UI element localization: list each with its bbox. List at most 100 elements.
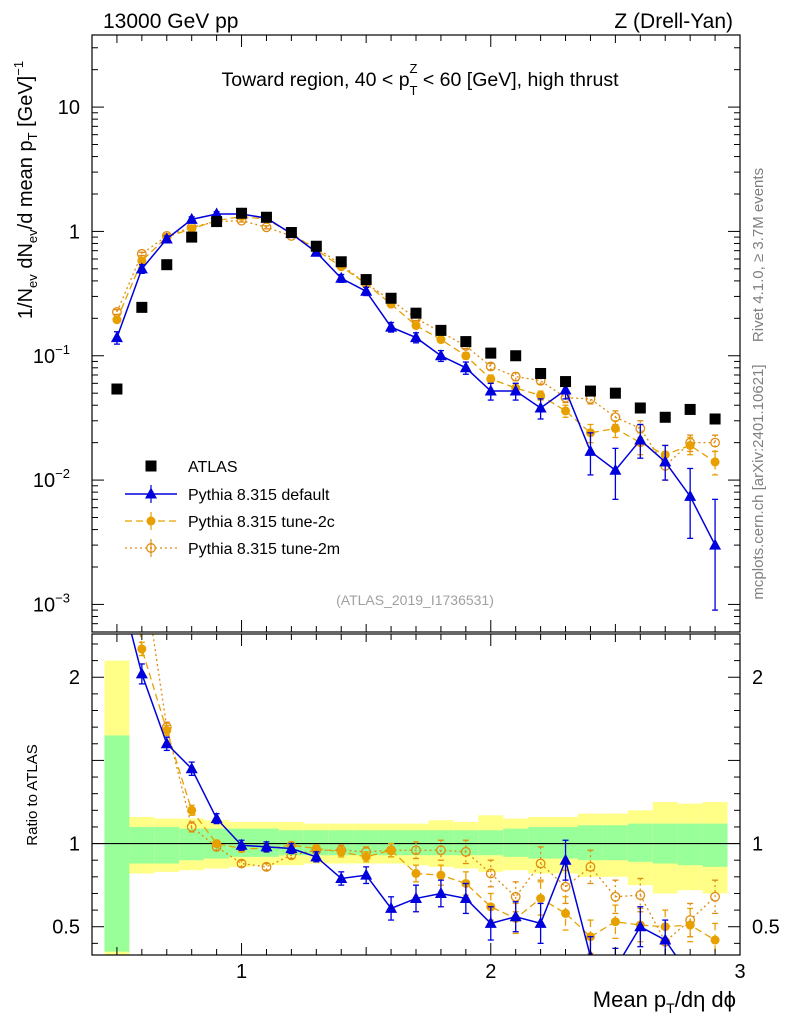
ratio-y-tick-label-right: 0.5 bbox=[752, 917, 780, 939]
ratio-uncertainty-bands bbox=[92, 660, 740, 955]
data-point bbox=[536, 390, 546, 400]
error-bar bbox=[263, 225, 270, 230]
main-y-tick-label: 10−3 bbox=[33, 590, 70, 616]
ratio-point bbox=[585, 861, 596, 872]
data-point bbox=[584, 385, 596, 397]
error-bar bbox=[612, 420, 619, 439]
data-point bbox=[509, 384, 522, 396]
ratio-point bbox=[509, 910, 522, 922]
main-y-tick-exponent: −1 bbox=[55, 342, 70, 357]
ratio-series-default bbox=[114, 564, 696, 981]
main-y-tick-exponent: −3 bbox=[55, 590, 70, 605]
data-point bbox=[335, 256, 347, 268]
error-bar bbox=[687, 436, 694, 456]
ratio-point bbox=[260, 840, 273, 852]
data-point bbox=[584, 444, 597, 456]
data-point bbox=[410, 331, 422, 343]
x-axis-label-part-b: /dη dϕ bbox=[675, 987, 736, 1012]
ratio-point bbox=[310, 850, 323, 862]
ratio-point bbox=[535, 858, 546, 869]
data-point bbox=[559, 383, 572, 395]
series-tune2m bbox=[111, 215, 721, 481]
ratio-point bbox=[138, 557, 147, 566]
legend-marker bbox=[145, 460, 157, 472]
ratio-point bbox=[484, 916, 497, 928]
band-green bbox=[154, 826, 180, 864]
data-point bbox=[185, 212, 198, 224]
legend-entry-default: Pythia 8.315 default bbox=[125, 485, 330, 504]
data-point bbox=[485, 347, 497, 359]
mcplots-label: mcplots.cern.ch [arXiv:2401.10621] bbox=[750, 364, 767, 599]
data-point bbox=[211, 216, 223, 228]
data-point bbox=[236, 207, 248, 219]
legend-label: Pythia 8.315 tune-2c bbox=[188, 514, 335, 531]
ratio-point bbox=[336, 847, 346, 857]
band-green bbox=[578, 825, 603, 861]
ratio-error-bar bbox=[587, 936, 594, 955]
ratio-point bbox=[536, 893, 546, 903]
data-point bbox=[436, 335, 446, 345]
ratio-point bbox=[112, 407, 121, 416]
x-tick-label: 2 bbox=[485, 961, 496, 983]
data-point bbox=[486, 374, 496, 384]
data-point bbox=[411, 321, 421, 331]
ratio-point bbox=[610, 891, 621, 902]
data-point bbox=[659, 411, 671, 423]
ratio-point bbox=[560, 881, 571, 892]
ratio-point bbox=[710, 891, 721, 902]
ratio-point bbox=[684, 970, 696, 981]
ratio-error-bar bbox=[437, 839, 444, 861]
ratio-point bbox=[460, 846, 471, 857]
ratio-error-bar bbox=[188, 821, 195, 833]
legend-marker bbox=[146, 516, 156, 526]
ratio-point bbox=[510, 891, 521, 902]
main-series-layer bbox=[110, 207, 722, 611]
ratio-point bbox=[610, 917, 620, 927]
data-point bbox=[310, 240, 322, 252]
ratio-error-bar bbox=[487, 859, 494, 888]
ratio-point bbox=[534, 916, 547, 928]
ratio-point bbox=[285, 842, 298, 854]
data-point bbox=[137, 256, 147, 266]
data-point bbox=[609, 387, 621, 399]
ratio-point bbox=[659, 933, 672, 945]
legend: ATLAS Pythia 8.315 default Pythia 8.315 tu… bbox=[125, 459, 340, 558]
data-point bbox=[659, 455, 672, 467]
data-point bbox=[435, 324, 447, 336]
ratio-y-tick-label-right: 1 bbox=[752, 834, 763, 856]
ratio-point bbox=[386, 845, 396, 855]
band-green bbox=[129, 826, 155, 864]
legend-marker bbox=[145, 487, 157, 499]
ratio-point bbox=[710, 935, 720, 945]
band-green bbox=[478, 830, 504, 856]
legend-entry-tune2m: Pythia 8.315 tune-2m bbox=[125, 539, 340, 558]
data-point bbox=[187, 224, 197, 234]
ratio-point bbox=[186, 821, 197, 832]
ratio-point bbox=[160, 737, 173, 749]
ratio-error-bar bbox=[413, 864, 419, 883]
ratio-point bbox=[212, 839, 222, 849]
data-point bbox=[385, 320, 398, 332]
data-point bbox=[210, 207, 223, 219]
x-axis-label-sub: T bbox=[666, 1000, 675, 1016]
data-point bbox=[110, 331, 123, 343]
data-point bbox=[561, 406, 571, 416]
data-point bbox=[685, 440, 695, 450]
ratio-error-bar bbox=[114, 564, 120, 591]
x-axis-label-part-a: Mean p bbox=[593, 987, 666, 1012]
data-point bbox=[684, 403, 696, 415]
ratio-y-tick-label-left: 1 bbox=[69, 834, 80, 856]
data-point bbox=[485, 361, 496, 372]
ratio-y-tick-label-left: 2 bbox=[69, 667, 80, 689]
chart-title-part-a: Toward region, 40 < p bbox=[221, 69, 409, 91]
ratio-y-tick-label-right: 2 bbox=[752, 667, 763, 689]
ratio-point bbox=[236, 858, 247, 869]
ratio-point bbox=[361, 852, 371, 862]
data-point bbox=[709, 413, 721, 425]
data-point bbox=[460, 336, 472, 348]
band-green bbox=[353, 830, 379, 856]
data-point bbox=[684, 489, 697, 501]
ratio-point bbox=[210, 812, 223, 824]
data-point bbox=[610, 423, 620, 433]
